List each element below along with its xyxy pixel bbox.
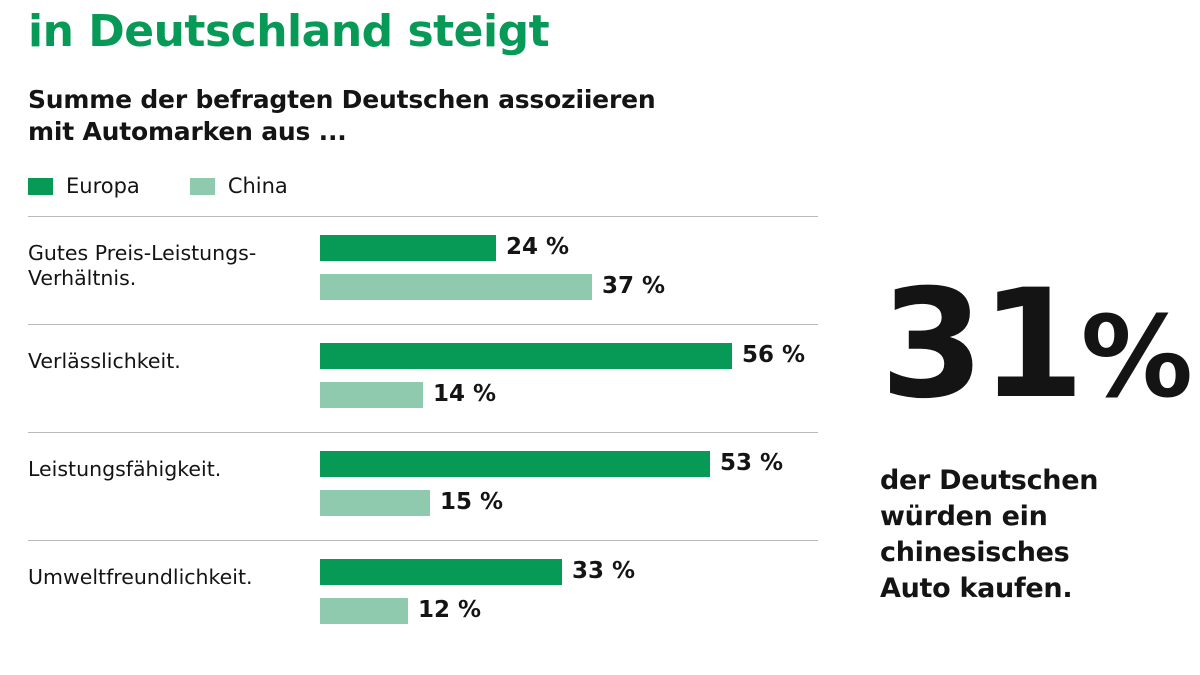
legend-item-china: China [189,173,288,198]
bar-line-europa: 33 % [320,558,818,585]
bar-value-china: 12 % [418,597,482,623]
chart-subtitle-line1: Summe der befragten Deutschen assoziiere… [28,85,656,114]
legend-swatch-icon-china [189,177,215,195]
bar-value-china: 15 % [440,489,504,515]
bar-china [320,382,423,408]
bar-line-china: 37 % [320,273,818,300]
highlight-stat-percent-sign: % [1080,293,1193,423]
bar-china [320,274,592,300]
chart-row-label-line1: Verlässlichkeit. [28,349,181,373]
bar-value-europa: 33 % [572,558,636,584]
bar-china [320,598,408,624]
highlight-stat-caption-line1: der Deutschen [880,465,1099,496]
bar-line-europa: 24 % [320,234,818,261]
chart-row-label: Gutes Preis-Leistungs- Verhältnis. [28,241,308,291]
chart-row-bars: 24 % 37 % [320,234,818,313]
chart-row: Umweltfreundlichkeit. 33 % 12 % [28,540,818,648]
chart-row: Gutes Preis-Leistungs- Verhältnis. 24 % … [28,216,818,324]
highlight-stat-caption-line3: chinesisches [880,537,1070,568]
legend-label-china: China [227,173,288,198]
bar-line-china: 12 % [320,597,818,624]
chart-row-label: Leistungsfähigkeit. [28,457,308,482]
highlight-stat: 31% der Deutschen würden ein chinesische… [880,270,1193,607]
chart-row-label-line1: Leistungsfähigkeit. [28,457,222,481]
bar-europa [320,559,562,585]
highlight-stat-number: 31 [880,258,1085,432]
legend-item-europa: Europa [28,173,140,198]
chart-row-label: Verlässlichkeit. [28,349,308,374]
bar-line-china: 14 % [320,381,818,408]
bar-value-europa: 24 % [506,234,570,260]
bar-value-europa: 56 % [742,342,806,368]
chart-subtitle: Summe der befragten Deutschen assoziiere… [28,84,848,148]
highlight-stat-caption: der Deutschen würden ein chinesisches Au… [880,463,1180,607]
chart-row-bars: 56 % 14 % [320,342,818,421]
bar-china [320,490,430,516]
highlight-stat-caption-line2: würden ein [880,501,1048,532]
chart-row-label-line1: Gutes Preis-Leistungs- [28,241,257,265]
bar-value-china: 14 % [433,381,497,407]
chart-subtitle-line2: mit Automarken aus ... [28,117,347,146]
bar-value-china: 37 % [602,273,666,299]
chart-row-label-line1: Umweltfreundlichkeit. [28,565,253,589]
bar-chart: Gutes Preis-Leistungs- Verhältnis. 24 % … [28,216,818,648]
chart-row-bars: 33 % 12 % [320,558,818,637]
page-title: in Deutschland steigt [28,6,550,57]
bar-value-europa: 53 % [720,450,784,476]
highlight-stat-value: 31% [880,270,1193,433]
bar-line-china: 15 % [320,489,818,516]
bar-europa [320,451,710,477]
legend-swatch-icon-europa [28,177,53,195]
chart-row-label: Umweltfreundlichkeit. [28,565,308,590]
chart-row: Leistungsfähigkeit. 53 % 15 % [28,432,818,540]
bar-line-europa: 53 % [320,450,818,477]
bar-europa [320,235,496,261]
legend-label-europa: Europa [66,173,140,198]
chart-row-label-line2: Verhältnis. [28,266,137,290]
chart-row-bars: 53 % 15 % [320,450,818,529]
bar-line-europa: 56 % [320,342,818,369]
bar-europa [320,343,732,369]
chart-column: in Deutschland steigt Summe der befragte… [28,0,848,648]
chart-row: Verlässlichkeit. 56 % 14 % [28,324,818,432]
highlight-stat-caption-line4: Auto kaufen. [880,573,1073,604]
chart-legend: Europa China [28,174,848,198]
